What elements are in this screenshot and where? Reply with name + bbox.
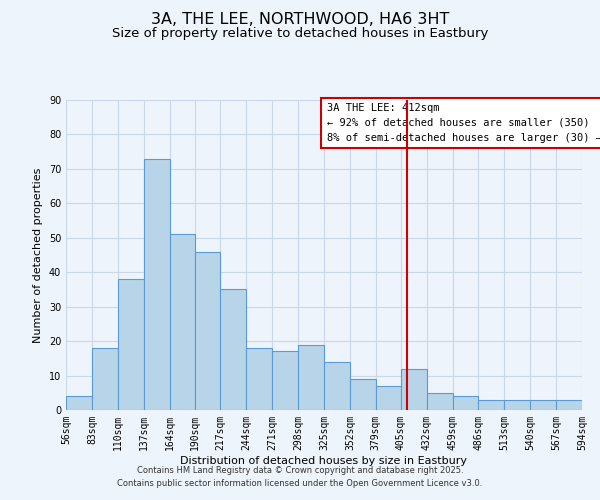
Bar: [247, 348, 272, 410]
Bar: [194, 252, 220, 410]
Bar: [556, 400, 582, 410]
Bar: [272, 352, 298, 410]
Bar: [220, 290, 247, 410]
Bar: [170, 234, 194, 410]
Bar: [427, 393, 452, 410]
Bar: [66, 396, 92, 410]
Bar: [530, 400, 556, 410]
Bar: [478, 400, 505, 410]
Bar: [118, 279, 143, 410]
Bar: [143, 158, 170, 410]
Bar: [350, 379, 376, 410]
Text: Size of property relative to detached houses in Eastbury: Size of property relative to detached ho…: [112, 28, 488, 40]
Text: Contains HM Land Registry data © Crown copyright and database right 2025.
Contai: Contains HM Land Registry data © Crown c…: [118, 466, 482, 487]
Bar: [376, 386, 401, 410]
Bar: [452, 396, 478, 410]
Bar: [401, 368, 427, 410]
Text: 3A, THE LEE, NORTHWOOD, HA6 3HT: 3A, THE LEE, NORTHWOOD, HA6 3HT: [151, 12, 449, 28]
Y-axis label: Number of detached properties: Number of detached properties: [33, 168, 43, 342]
Text: 3A THE LEE: 412sqm
← 92% of detached houses are smaller (350)
8% of semi-detache: 3A THE LEE: 412sqm ← 92% of detached hou…: [326, 103, 600, 142]
X-axis label: Distribution of detached houses by size in Eastbury: Distribution of detached houses by size …: [181, 456, 467, 466]
Bar: [505, 400, 530, 410]
Bar: [324, 362, 350, 410]
Bar: [298, 344, 324, 410]
Bar: [92, 348, 118, 410]
